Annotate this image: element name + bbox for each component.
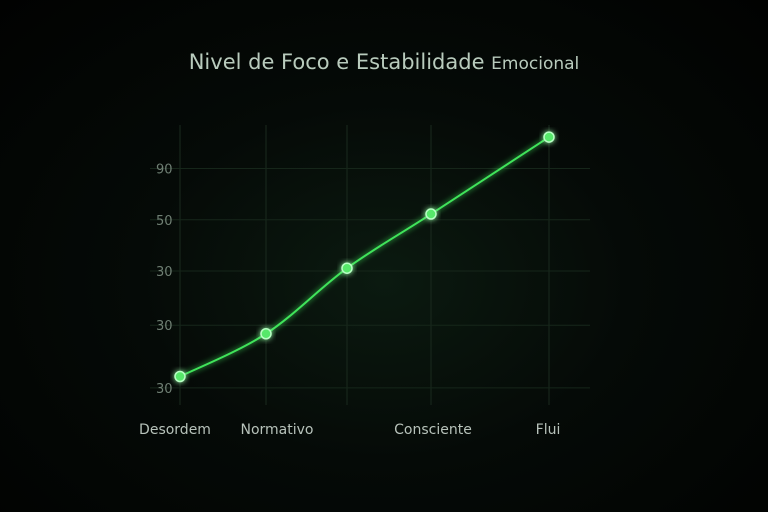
chart-title: Nivel de Foco e Estabilidade Emocional — [0, 50, 768, 74]
y-tick-label: 30 — [156, 382, 173, 397]
title-suffix: Emocional — [491, 54, 580, 74]
y-tick-label: 50 — [156, 214, 173, 229]
data-point — [425, 208, 437, 220]
x-tick-label: Consciente — [394, 422, 472, 438]
title-main: Nivel de Foco e Estabilidade — [188, 50, 485, 74]
y-tick-label: 30 — [156, 265, 173, 280]
y-tick-label: 90 — [156, 162, 173, 177]
x-tick-label: Flui — [536, 422, 561, 438]
data-point — [260, 328, 272, 340]
data-point — [341, 262, 353, 274]
x-tick-label: Normativo — [241, 422, 314, 438]
series-line — [179, 136, 550, 378]
data-point — [174, 370, 186, 383]
data-point — [543, 131, 555, 143]
y-tick-label: 30 — [156, 319, 173, 334]
x-tick-label: Desordem — [139, 422, 211, 438]
